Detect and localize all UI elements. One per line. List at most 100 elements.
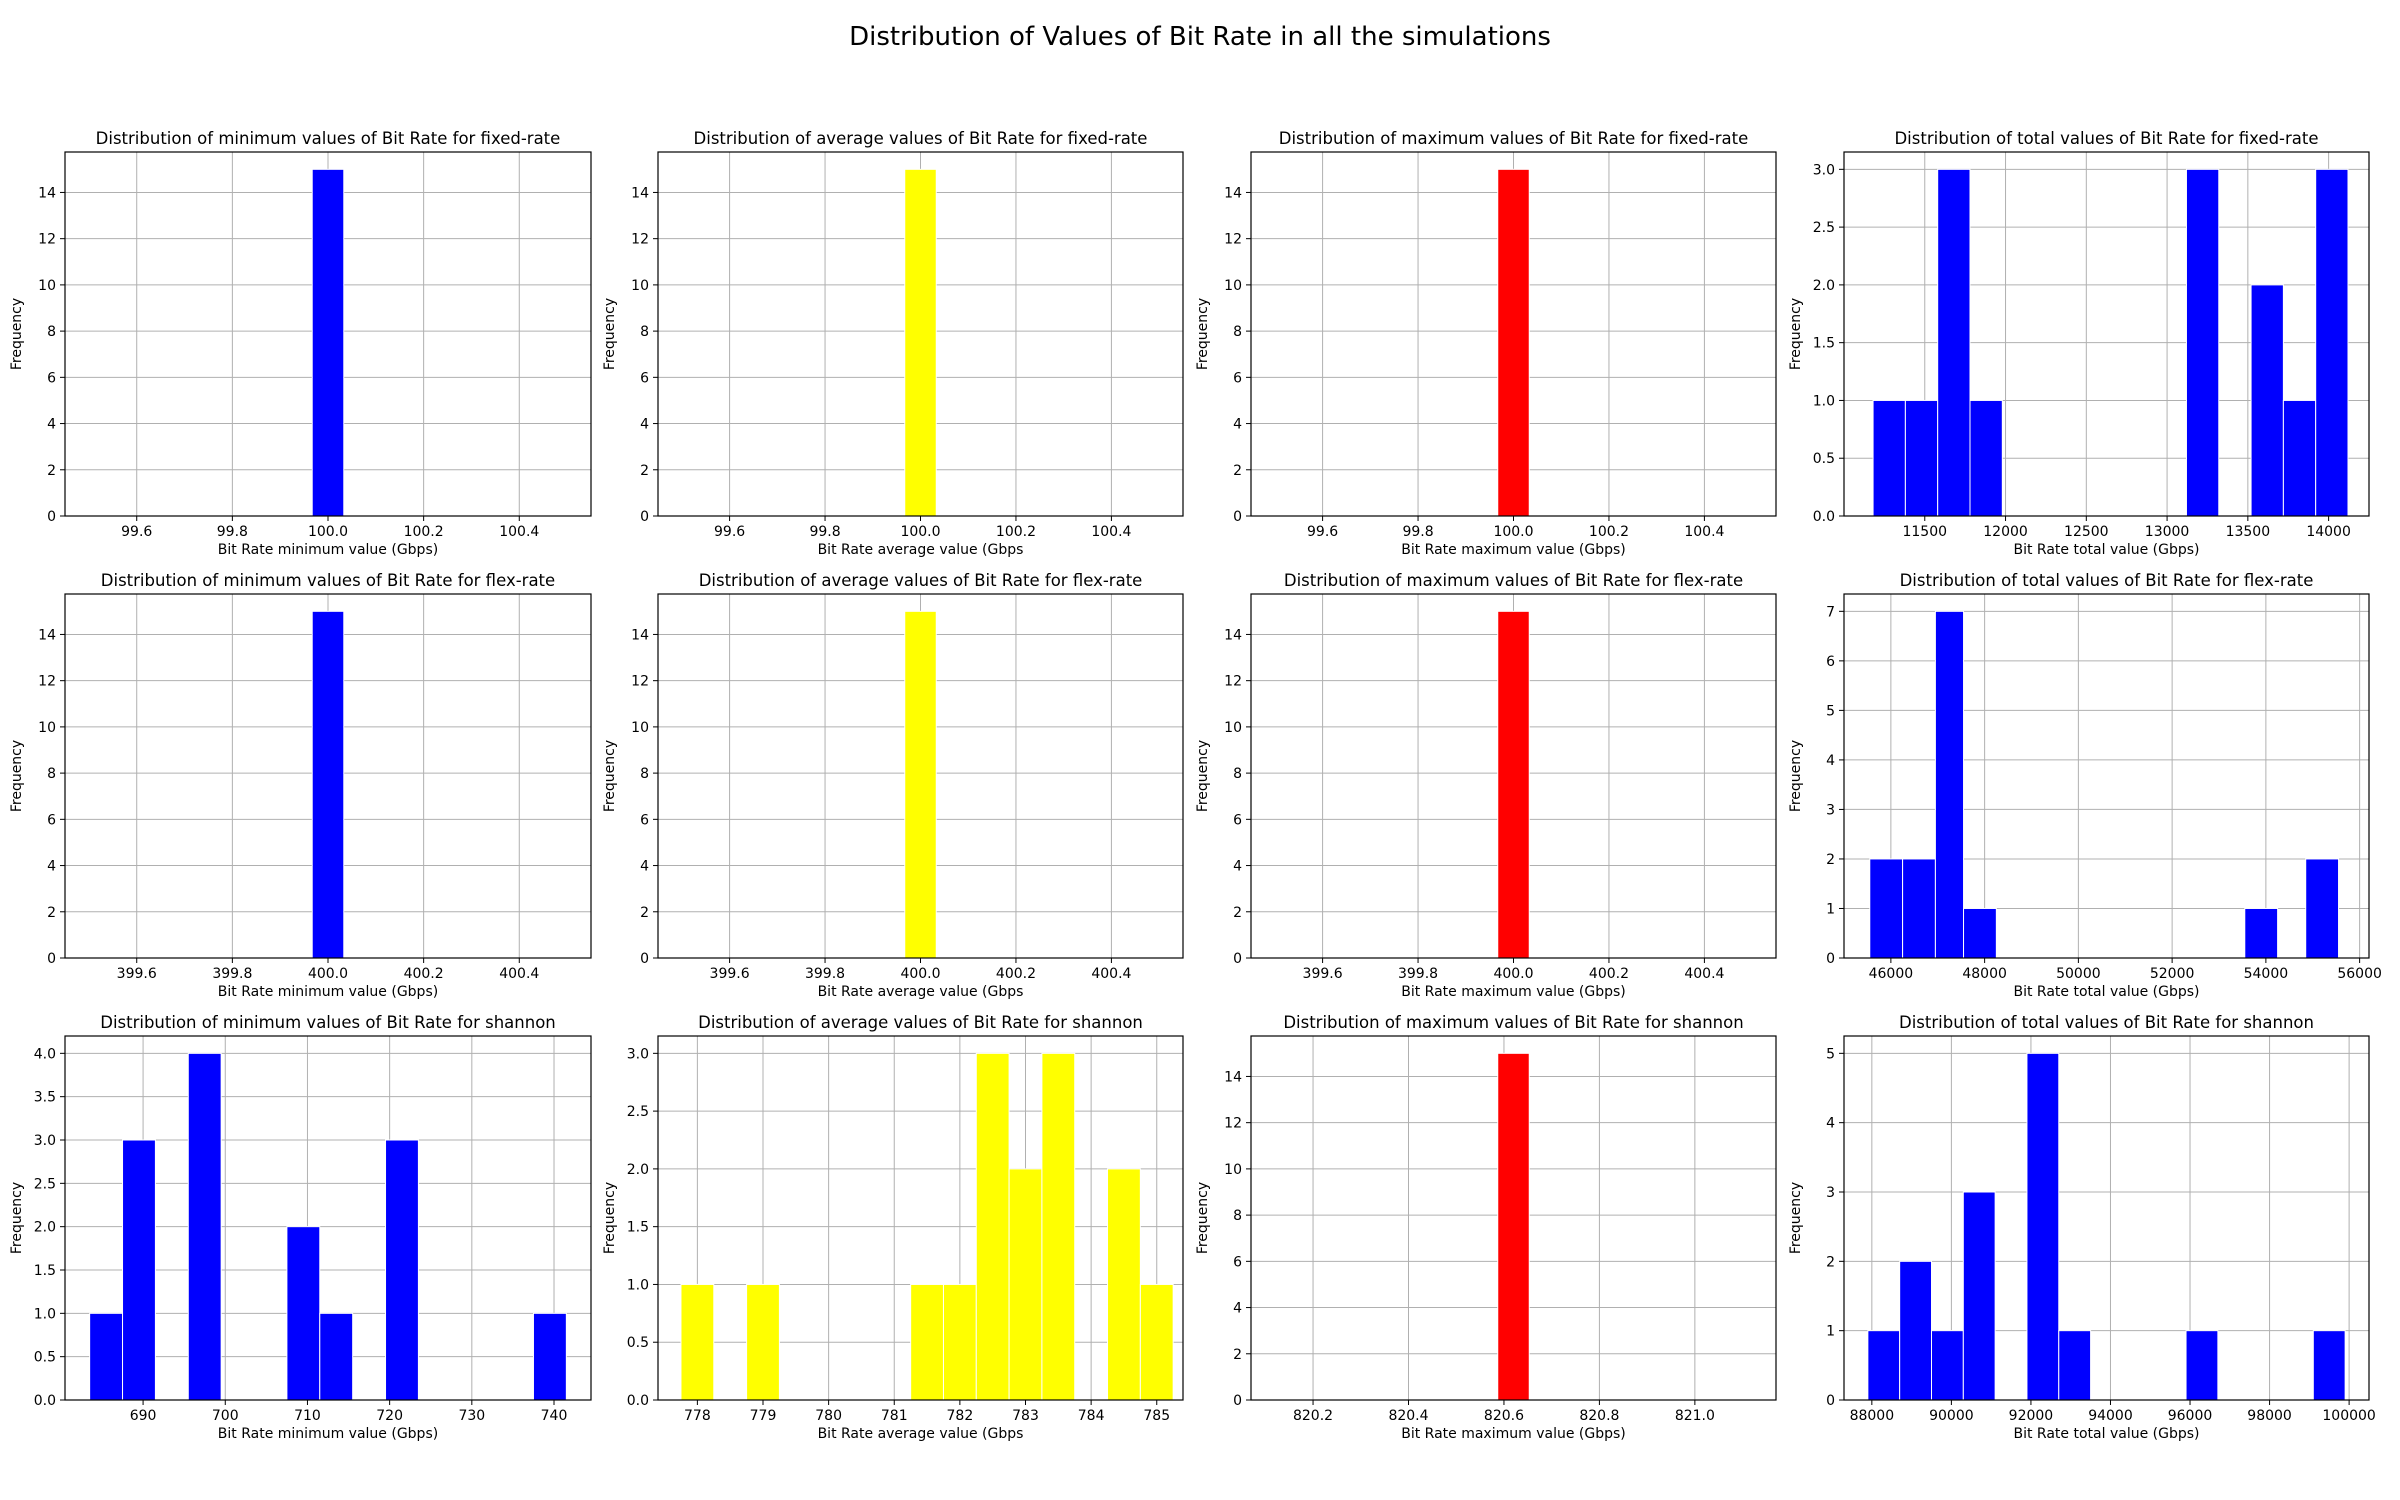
subplot-7: Distribution of maximum values of Bit Ra…	[1195, 571, 1777, 1000]
y-axis-label: Frequency	[9, 298, 25, 370]
x-tick-label: 99.8	[217, 524, 248, 540]
y-tick-label: 12	[38, 232, 56, 248]
y-tick-label: 3	[1826, 1185, 1835, 1201]
y-tick-label: 1	[1826, 1324, 1835, 1340]
x-tick-label: 740	[541, 1408, 568, 1424]
x-axis-label: Bit Rate total value (Gbps)	[2014, 542, 2200, 558]
y-tick-label: 2	[640, 905, 649, 921]
y-tick-label: 0	[47, 509, 56, 525]
histogram-bar	[187, 1052, 222, 1401]
x-tick-label: 781	[881, 1408, 908, 1424]
y-tick-label: 8	[640, 766, 649, 782]
histogram-bar	[1931, 1330, 1964, 1401]
subplot-title: Distribution of total values of Bit Rate…	[1894, 129, 2318, 148]
x-tick-label: 88000	[1850, 1408, 1895, 1424]
x-tick-label: 400.4	[499, 966, 539, 982]
histogram-bar	[1902, 858, 1936, 959]
x-tick-label: 778	[684, 1408, 711, 1424]
y-tick-label: 1.0	[34, 1306, 56, 1322]
y-tick-label: 1.0	[627, 1277, 649, 1293]
y-tick-label: 10	[1224, 278, 1242, 294]
subplot-title: Distribution of total values of Bit Rate…	[1900, 571, 2314, 590]
y-tick-label: 6	[1233, 812, 1242, 828]
axes-frame	[64, 1035, 592, 1401]
y-tick-label: 0	[640, 509, 649, 525]
histogram-bar	[2282, 399, 2317, 517]
y-tick-label: 0.5	[627, 1335, 649, 1351]
x-tick-label: 783	[1012, 1408, 1039, 1424]
x-tick-label: 400.0	[308, 966, 348, 982]
histogram-bar	[2312, 1330, 2346, 1401]
histogram-bar	[1963, 907, 1997, 959]
y-tick-label: 2	[640, 463, 649, 479]
y-tick-label: 14	[1224, 627, 1242, 643]
x-tick-label: 11500	[1902, 524, 1947, 540]
histogram-bar	[680, 1283, 715, 1401]
x-tick-label: 100.0	[900, 524, 940, 540]
x-tick-label: 98000	[2247, 1408, 2292, 1424]
y-tick-label: 3.5	[34, 1090, 56, 1106]
y-tick-label: 6	[640, 812, 649, 828]
x-tick-label: 720	[376, 1408, 403, 1424]
histogram-bar	[89, 1312, 124, 1401]
y-tick-label: 7	[1826, 604, 1835, 620]
y-tick-label: 3.0	[1813, 162, 1835, 178]
histogram-bar	[2185, 1330, 2219, 1401]
y-tick-label: 12	[1224, 674, 1242, 690]
y-axis-label: Frequency	[602, 740, 618, 812]
x-tick-label: 100.0	[308, 524, 348, 540]
y-tick-label: 4	[47, 859, 56, 875]
x-tick-label: 94000	[2088, 1408, 2133, 1424]
histogram-bar	[122, 1139, 156, 1401]
x-tick-label: 400.0	[1493, 966, 1533, 982]
histogram-bar	[2244, 907, 2279, 959]
x-tick-label: 100.2	[1589, 524, 1629, 540]
y-tick-label: 10	[1224, 720, 1242, 736]
x-tick-label: 96000	[2168, 1408, 2213, 1424]
y-tick-label: 10	[38, 278, 56, 294]
y-tick-label: 2.5	[627, 1104, 649, 1120]
subplot-3: Distribution of maximum values of Bit Ra…	[1195, 129, 1777, 558]
y-tick-label: 2	[1826, 852, 1835, 868]
y-axis-label: Frequency	[9, 740, 25, 812]
x-tick-label: 13500	[2226, 524, 2271, 540]
x-tick-label: 100.2	[404, 524, 444, 540]
histogram-bar	[1872, 399, 1906, 517]
x-tick-label: 730	[458, 1408, 485, 1424]
histogram-bar	[1139, 1283, 1174, 1401]
histogram-bar	[2058, 1330, 2092, 1401]
y-tick-label: 4	[640, 417, 649, 433]
x-tick-label: 13000	[2145, 524, 2190, 540]
x-axis-label: Bit Rate minimum value (Gbps)	[218, 984, 438, 1000]
histogram-bar	[1008, 1168, 1043, 1401]
x-tick-label: 100.2	[996, 524, 1036, 540]
y-tick-label: 0	[1826, 1393, 1835, 1409]
x-tick-label: 12000	[1983, 524, 2028, 540]
y-tick-label: 0	[640, 951, 649, 967]
subplot-2: Distribution of average values of Bit Ra…	[602, 129, 1184, 558]
x-axis-label: Bit Rate minimum value (Gbps)	[218, 1426, 438, 1442]
subplot-title: Distribution of average values of Bit Ra…	[699, 571, 1143, 590]
histogram-bar	[2305, 858, 2340, 959]
y-tick-label: 6	[47, 812, 56, 828]
y-tick-label: 6	[1233, 1254, 1242, 1270]
histogram-bar	[1869, 858, 1904, 959]
x-tick-label: 785	[1143, 1408, 1170, 1424]
x-tick-label: 821.0	[1675, 1408, 1715, 1424]
x-tick-label: 50000	[2056, 966, 2101, 982]
y-tick-label: 6	[47, 370, 56, 386]
y-tick-label: 12	[1224, 1116, 1242, 1132]
y-tick-label: 10	[631, 278, 649, 294]
y-tick-label: 2.0	[1813, 278, 1835, 294]
histogram-bar	[1867, 1330, 1901, 1401]
x-axis-label: Bit Rate maximum value (Gbps)	[1401, 542, 1626, 558]
subplot-title: Distribution of total values of Bit Rate…	[1899, 1013, 2314, 1032]
x-axis-label: Bit Rate total value (Gbps)	[2014, 984, 2200, 1000]
x-tick-label: 99.8	[1402, 524, 1433, 540]
y-axis-label: Frequency	[1195, 740, 1211, 812]
y-tick-label: 2	[1826, 1254, 1835, 1270]
subplot-title: Distribution of minimum values of Bit Ra…	[101, 571, 555, 590]
y-tick-label: 0.0	[34, 1393, 56, 1409]
y-tick-label: 6	[1233, 370, 1242, 386]
